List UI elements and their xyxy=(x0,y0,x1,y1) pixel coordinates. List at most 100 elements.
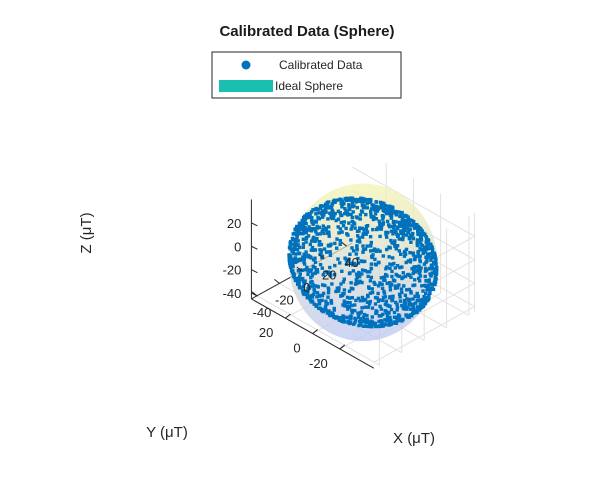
data-point xyxy=(363,320,368,324)
data-point xyxy=(398,319,402,323)
data-point xyxy=(368,235,373,239)
data-point xyxy=(350,224,354,228)
data-point xyxy=(306,292,310,296)
data-point xyxy=(401,317,405,322)
data-point xyxy=(327,200,331,204)
data-point xyxy=(381,295,386,299)
data-point xyxy=(293,237,297,242)
data-point xyxy=(345,315,349,320)
data-point xyxy=(381,208,385,212)
data-point xyxy=(320,212,324,216)
data-point xyxy=(388,315,392,320)
data-point xyxy=(419,248,423,252)
data-point xyxy=(326,217,330,221)
data-point xyxy=(287,256,291,260)
data-point xyxy=(388,262,392,266)
data-point xyxy=(416,305,420,309)
data-point xyxy=(319,307,324,311)
data-point xyxy=(363,324,367,328)
data-point xyxy=(408,307,413,311)
data-point xyxy=(335,246,339,250)
data-point xyxy=(354,272,359,276)
data-point xyxy=(312,258,316,262)
data-point xyxy=(415,238,420,242)
y-tick-mark xyxy=(339,344,346,350)
data-point xyxy=(373,212,378,216)
data-point xyxy=(429,274,433,278)
data-point xyxy=(326,270,330,274)
data-point xyxy=(355,275,359,280)
data-point xyxy=(371,227,375,232)
data-point xyxy=(330,204,334,208)
data-point xyxy=(311,227,315,232)
data-point xyxy=(310,295,315,299)
data-point xyxy=(295,229,299,233)
data-point xyxy=(389,216,394,220)
data-point xyxy=(383,278,387,282)
data-point xyxy=(341,224,346,228)
data-point xyxy=(407,227,411,231)
data-point xyxy=(302,260,306,264)
data-point xyxy=(351,210,355,214)
data-point xyxy=(288,240,293,244)
data-point xyxy=(317,294,321,298)
data-point xyxy=(361,203,365,208)
data-point xyxy=(417,271,422,275)
data-point xyxy=(424,291,428,296)
data-point xyxy=(374,263,378,267)
data-point xyxy=(350,308,354,312)
data-point xyxy=(350,196,355,200)
z-tick-label: 20 xyxy=(227,216,241,231)
data-point xyxy=(430,287,434,291)
data-point xyxy=(380,321,384,326)
data-point xyxy=(385,265,389,269)
data-point xyxy=(357,238,361,243)
data-point xyxy=(358,226,362,230)
data-point xyxy=(364,224,369,229)
data-point xyxy=(385,207,389,212)
data-point xyxy=(349,286,354,290)
data-point xyxy=(403,252,408,256)
data-point xyxy=(324,228,328,232)
data-point xyxy=(419,238,424,242)
data-point xyxy=(360,306,364,310)
data-point xyxy=(428,246,432,250)
data-point xyxy=(339,201,343,206)
data-point xyxy=(328,253,333,257)
data-point xyxy=(399,211,403,216)
legend: Calibrated Data Ideal Sphere xyxy=(211,51,402,99)
data-point xyxy=(321,204,325,208)
data-point xyxy=(302,252,306,256)
data-point xyxy=(291,264,295,269)
data-point xyxy=(394,213,398,217)
data-point xyxy=(361,298,366,303)
data-point xyxy=(381,205,385,210)
data-point xyxy=(379,227,383,231)
data-point xyxy=(307,286,311,290)
data-point xyxy=(346,213,350,217)
data-point xyxy=(411,302,415,306)
data-point xyxy=(304,228,309,232)
data-point xyxy=(390,269,394,274)
data-point xyxy=(295,227,300,231)
data-point xyxy=(418,268,422,272)
data-point xyxy=(402,250,407,255)
x-tick-label: 20 xyxy=(322,268,336,283)
data-point xyxy=(365,270,370,274)
data-point xyxy=(402,254,407,258)
data-point xyxy=(393,284,398,288)
data-point xyxy=(336,209,341,213)
data-point xyxy=(419,235,423,239)
data-point xyxy=(363,247,368,251)
data-point xyxy=(301,245,305,249)
z-tick-mark xyxy=(251,269,258,274)
data-point xyxy=(368,299,372,304)
data-point xyxy=(424,279,428,283)
data-point xyxy=(307,225,311,229)
data-point xyxy=(368,279,373,283)
data-point xyxy=(412,309,416,313)
data-point xyxy=(319,251,323,255)
data-point xyxy=(420,298,424,302)
data-point xyxy=(323,308,328,312)
data-point xyxy=(394,220,398,224)
